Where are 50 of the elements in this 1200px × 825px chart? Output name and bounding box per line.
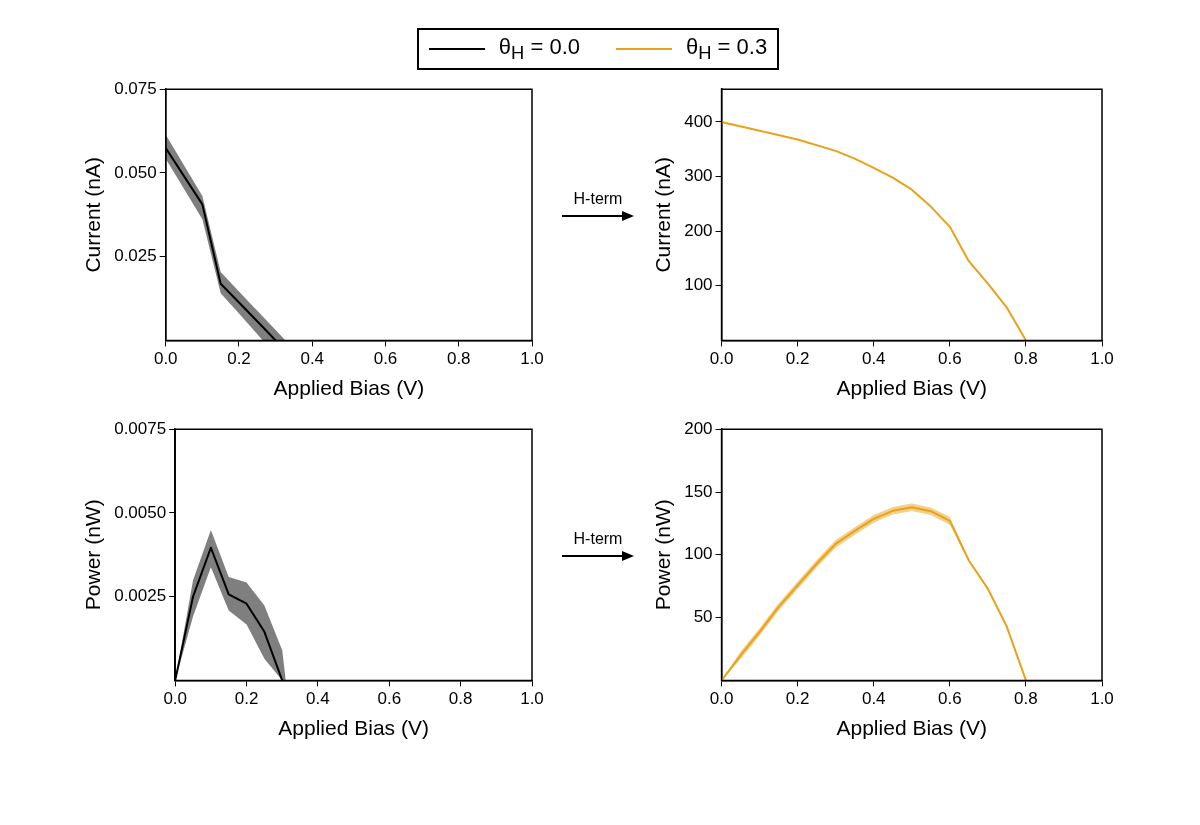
x-tick-label: 0.0 (163, 689, 188, 709)
x-axis-title: Applied Bias (V) (273, 376, 425, 400)
x-tick-label: 0.6 (377, 689, 402, 709)
y-axis-title: Power (nW) (651, 499, 675, 611)
x-axis-title: Applied Bias (V) (836, 716, 988, 740)
x-tick-label: 0.4 (861, 349, 886, 369)
x-tick-label: 1.0 (520, 689, 544, 709)
x-tick-label: 0.8 (448, 689, 473, 709)
y-tick-label: 100 (684, 544, 713, 564)
x-tick-label: 0.0 (153, 349, 178, 369)
x-tick-label: 0.4 (300, 349, 325, 369)
x-tick-label: 0.6 (373, 349, 398, 369)
x-tick-label: 0.2 (234, 689, 259, 709)
y-tick-label: 400 (684, 112, 713, 132)
y-tick-label: 150 (684, 482, 713, 502)
x-tick-label: 1.0 (1090, 689, 1114, 709)
legend-label: θ$_{H}$ = 0.0 (498, 34, 580, 65)
y-tick-label: 100 (684, 275, 713, 295)
x-tick-label: 0.6 (938, 689, 962, 709)
x-tick-label: 0.8 (1014, 689, 1038, 709)
x-tick-label: 0.4 (861, 689, 886, 709)
y-tick-label: 0.0050 (114, 503, 167, 523)
y-tick-label: 0.0025 (114, 586, 167, 606)
y-tick-label: 200 (684, 419, 713, 439)
x-tick-label: 0.0 (709, 349, 734, 369)
x-tick-label: 0.2 (785, 689, 810, 709)
y-tick-label: 50 (693, 607, 713, 627)
y-axis-title: Current (nA) (651, 157, 675, 273)
x-tick-label: 0.8 (1014, 349, 1038, 369)
x-tick-label: 0.2 (227, 349, 251, 369)
text: H-term (573, 190, 623, 209)
x-tick-label: 1.0 (1090, 349, 1114, 369)
y-tick-label: 0.075 (114, 79, 157, 99)
y-tick-label: 0.0075 (114, 419, 167, 439)
x-tick-label: 0.8 (446, 349, 471, 369)
x-tick-label: 1.0 (520, 349, 544, 369)
y-axis-title: Power (nW) (81, 499, 105, 611)
x-tick-label: 0.6 (938, 349, 962, 369)
legend-label: θ$_{H}$ = 0.3 (686, 34, 768, 65)
x-tick-label: 0.2 (785, 349, 810, 369)
y-tick-label: 0.050 (114, 163, 157, 183)
x-axis-title: Applied Bias (V) (836, 376, 988, 400)
x-tick-label: 0.4 (306, 689, 330, 709)
y-axis-title: Current (nA) (81, 157, 105, 273)
x-axis-title: Applied Bias (V) (278, 716, 429, 740)
y-tick-label: 200 (684, 221, 713, 241)
x-tick-label: 0.0 (709, 689, 734, 709)
y-tick-label: 0.025 (114, 246, 157, 266)
y-tick-label: 300 (684, 166, 713, 186)
text: H-term (573, 530, 623, 549)
